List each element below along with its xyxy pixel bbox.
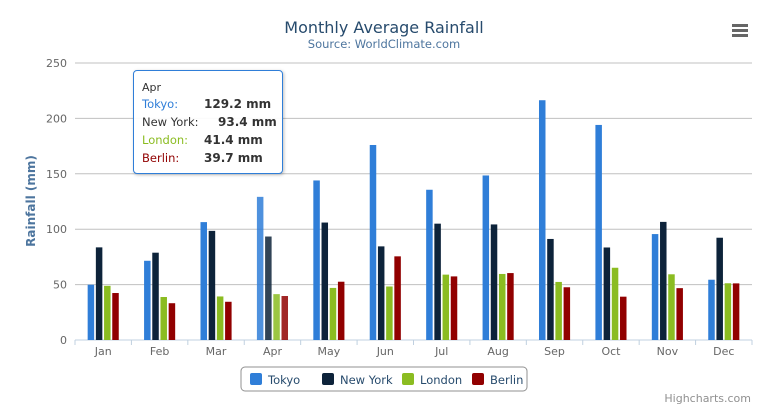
bar-berlin[interactable] xyxy=(225,301,232,340)
y-tick-label: 100 xyxy=(46,223,67,236)
x-tick-label: Jul xyxy=(434,345,448,358)
x-tick-label: Dec xyxy=(713,345,734,358)
bar-berlin[interactable] xyxy=(732,283,740,340)
x-tick-label: Aug xyxy=(487,345,508,358)
bar-new-york[interactable] xyxy=(377,246,385,340)
legend-item[interactable]: Tokyo xyxy=(250,373,300,387)
x-tick-label: Jan xyxy=(94,345,112,358)
legend-label: Berlin xyxy=(490,373,523,387)
bar-berlin[interactable] xyxy=(507,273,514,340)
bar-tokyo[interactable] xyxy=(482,175,490,340)
bar-london[interactable] xyxy=(611,267,619,340)
bar-new-york[interactable] xyxy=(490,224,498,340)
y-tick-label: 0 xyxy=(60,334,67,347)
bar-london[interactable] xyxy=(668,274,675,340)
bar-new-york[interactable] xyxy=(716,237,723,340)
bar-london[interactable] xyxy=(104,285,111,340)
bar-new-york[interactable] xyxy=(208,230,216,340)
tooltip-series-name: London: xyxy=(142,133,189,147)
bar-london[interactable] xyxy=(216,296,224,340)
tooltip-series-name: Berlin: xyxy=(142,151,180,165)
bar-new-york[interactable] xyxy=(152,252,159,340)
bar-tokyo[interactable] xyxy=(369,144,377,340)
bar-london[interactable] xyxy=(329,287,337,340)
bar-berlin[interactable] xyxy=(676,288,683,340)
tooltip-series-name: Tokyo: xyxy=(142,97,179,111)
legend-swatch xyxy=(402,373,414,385)
tooltip-value: 129.2 mm xyxy=(204,97,272,111)
bar-new-york[interactable] xyxy=(321,222,329,340)
tooltip-value: 39.7 mm xyxy=(204,151,263,165)
bar-tokyo[interactable] xyxy=(313,180,320,340)
bar-berlin[interactable] xyxy=(563,287,571,340)
bar-tokyo[interactable] xyxy=(595,124,602,341)
x-tick-label: Feb xyxy=(150,345,169,358)
bar-london[interactable] xyxy=(498,273,506,340)
x-tick-label: Mar xyxy=(206,345,227,358)
x-tick-label: Sep xyxy=(544,345,565,358)
x-tick-label: May xyxy=(318,345,341,358)
bar-new-york[interactable] xyxy=(660,221,667,340)
hamburger-menu-icon[interactable] xyxy=(732,24,748,27)
x-tick-label: Nov xyxy=(657,345,679,358)
bar-london[interactable] xyxy=(724,283,732,340)
legend-swatch xyxy=(472,373,484,385)
tooltip-series-name: New York: xyxy=(142,115,199,129)
bar-berlin[interactable] xyxy=(450,276,458,340)
bar-new-york[interactable] xyxy=(95,247,103,340)
bar-new-york[interactable] xyxy=(547,238,554,340)
x-tick-label: Apr xyxy=(263,345,283,358)
legend-label: London xyxy=(420,373,462,387)
legend-item[interactable]: Berlin xyxy=(472,373,523,387)
bar-berlin[interactable] xyxy=(281,296,289,340)
bar-tokyo[interactable] xyxy=(426,189,433,340)
tooltip: Apr Tokyo: 129.2 mm New York: 93.4 mm London… xyxy=(133,70,283,174)
bar-berlin[interactable] xyxy=(112,293,119,340)
bar-new-york[interactable] xyxy=(603,247,611,340)
bar-london[interactable] xyxy=(273,294,280,340)
bar-london[interactable] xyxy=(555,281,562,340)
x-tick-label: Jun xyxy=(376,345,394,358)
bar-tokyo[interactable] xyxy=(708,279,715,340)
bar-berlin[interactable] xyxy=(620,296,627,340)
bar-new-york[interactable] xyxy=(265,236,272,340)
y-tick-label: 250 xyxy=(46,57,67,70)
legend-box xyxy=(240,366,528,392)
legend-label: New York xyxy=(340,373,393,387)
y-tick-label: 200 xyxy=(46,112,67,125)
bar-berlin[interactable] xyxy=(337,281,345,340)
legend-label: Tokyo xyxy=(267,373,300,387)
tooltip-header: Apr xyxy=(142,81,162,94)
bar-tokyo[interactable] xyxy=(651,234,659,340)
bar-berlin[interactable] xyxy=(394,256,401,340)
y-axis-label: Rainfall (mm) xyxy=(24,155,38,247)
legend-swatch xyxy=(322,373,334,385)
menu-button[interactable] xyxy=(728,20,752,40)
bar-tokyo[interactable] xyxy=(87,284,95,340)
x-tick-label: Oct xyxy=(601,345,621,358)
tooltip-value: 41.4 mm xyxy=(204,133,263,147)
chart-title: Monthly Average Rainfall xyxy=(284,18,483,37)
bar-tokyo[interactable] xyxy=(256,196,264,340)
credits-link[interactable]: Highcharts.com xyxy=(664,392,751,405)
bar-tokyo[interactable] xyxy=(538,100,546,341)
legend-swatch xyxy=(250,373,262,385)
tooltip-value: 93.4 mm xyxy=(218,115,277,129)
legend-item[interactable]: New York xyxy=(322,373,393,387)
legend-item[interactable]: London xyxy=(402,373,462,387)
bar-london[interactable] xyxy=(386,286,393,340)
bar-tokyo[interactable] xyxy=(144,260,151,340)
bar-berlin[interactable] xyxy=(168,303,176,340)
bar-new-york[interactable] xyxy=(434,223,441,340)
bar-london[interactable] xyxy=(442,274,450,340)
chart-subtitle: Source: WorldClimate.com xyxy=(308,37,460,51)
y-tick-label: 50 xyxy=(53,279,67,292)
y-tick-label: 150 xyxy=(46,168,67,181)
bar-london[interactable] xyxy=(160,297,167,340)
bar-tokyo[interactable] xyxy=(200,222,207,340)
